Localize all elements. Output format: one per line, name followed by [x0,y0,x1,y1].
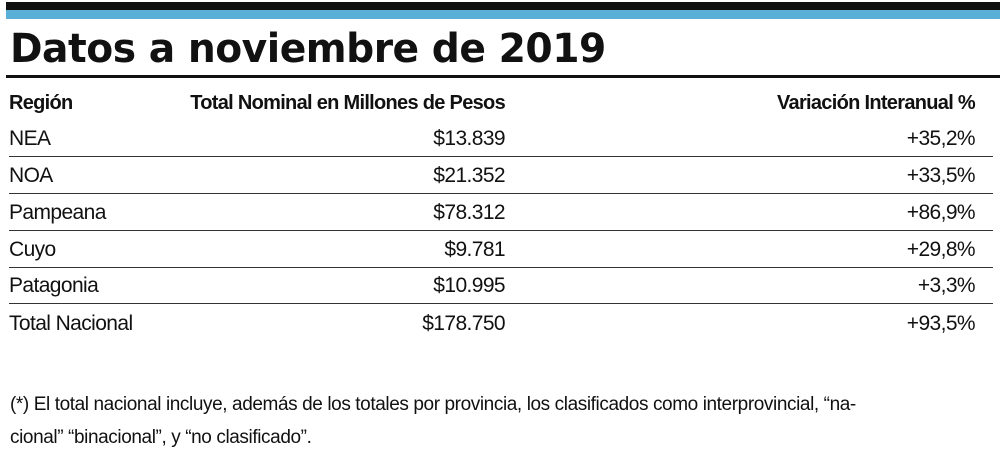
footnote: (*) El total nacional incluye, además de… [10,388,985,454]
table-row: Cuyo $9.781 +29,8% [9,231,993,268]
title-divider [6,75,1000,78]
cell-region: NEA [9,127,51,150]
top-blue-bar [6,10,1000,19]
cell-total: $78.312 [433,201,505,224]
cell-variation: +3,3% [917,274,976,297]
cell-variation: +29,8% [906,238,976,261]
cell-variation: +93,5% [906,312,976,335]
top-black-bar [6,2,1000,10]
footnote-line-1: (*) El total nacional incluye, además de… [10,394,856,415]
table-row: NOA $21.352 +33,5% [9,157,993,194]
table-row: NEA $13.839 +35,2% [9,120,993,157]
cell-total: $21.352 [433,164,505,187]
table-header-row: Región Total Nominal en Millones de Peso… [9,85,993,121]
cell-region: Cuyo [9,238,56,261]
cell-total: $10.995 [433,274,505,297]
cell-variation: +35,2% [906,127,976,150]
cell-variation: +33,5% [906,164,976,187]
footnote-line-2: cional” “binacional”, y “no clasificado”… [10,427,312,448]
header-region: Región [9,92,73,114]
header-total-nominal: Total Nominal en Millones de Pesos [190,92,505,114]
cell-region: Pampeana [9,201,106,224]
cell-region: NOA [9,164,53,187]
page-title: Datos a noviembre de 2019 [10,26,606,72]
table-row: Pampeana $78.312 +86,9% [9,194,993,231]
cell-region: Patagonia [9,274,99,297]
cell-total: $9.781 [444,238,505,261]
header-variation: Variación Interanual % [776,92,976,114]
cell-variation: +86,9% [906,201,976,224]
cell-total: $178.750 [422,312,505,335]
cell-region: Total Nacional [9,312,133,335]
table-row-total: Total Nacional $178.750 +93,5% [9,305,993,341]
cell-total: $13.839 [433,127,505,150]
table-row: Patagonia $10.995 +3,3% [9,267,993,304]
